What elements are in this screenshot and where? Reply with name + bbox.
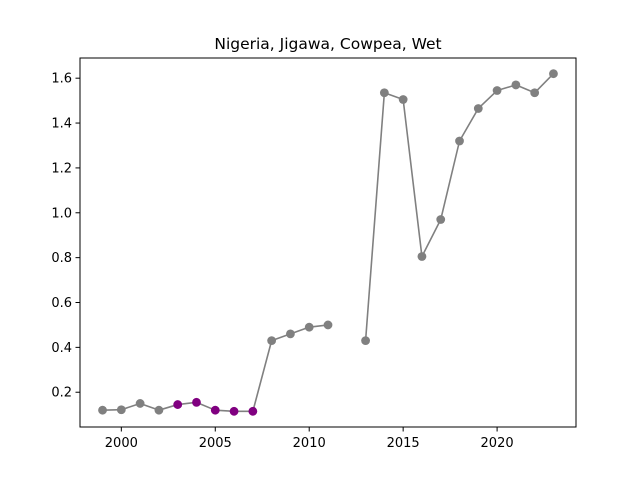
- data-point-2010: [304, 322, 314, 332]
- highlighted-data-point-2005: [210, 405, 220, 415]
- data-point-2015: [398, 95, 408, 104]
- data-point-2017: [436, 215, 446, 224]
- data-point-2023: [549, 69, 558, 79]
- data-point-2013: [361, 336, 370, 346]
- data-point-1999: [98, 405, 107, 415]
- highlighted-data-point-2004: [192, 397, 201, 407]
- highlighted-data-point-2006: [229, 406, 239, 416]
- y-tick-label: 0.6: [51, 296, 72, 311]
- y-tick-label: 1.4: [51, 117, 72, 132]
- x-tick-label: 2020: [481, 436, 514, 451]
- data-point-2021: [511, 80, 521, 90]
- series-lines: [102, 73, 555, 413]
- data-point-2022: [530, 88, 540, 98]
- highlighted-data-point-2007: [248, 406, 258, 416]
- y-tick-label: 1.6: [51, 72, 72, 87]
- data-point-2001: [135, 399, 145, 408]
- y-axis: 0.2 0.4 0.6 0.8 1.0 1.2 1.4 1.6: [51, 72, 80, 401]
- data-point-2014: [379, 88, 389, 98]
- x-tick-label: 2000: [105, 436, 138, 451]
- series-line-segment-2: [364, 73, 555, 341]
- series-line-segment-1: [102, 324, 329, 413]
- data-point-2000: [116, 405, 126, 415]
- x-axis: 2000 2005 2010 2015 2020: [105, 427, 514, 451]
- y-tick-label: 0.4: [51, 341, 72, 356]
- data-point-2002: [154, 405, 164, 415]
- series-points: [98, 69, 558, 416]
- data-point-2008: [267, 336, 277, 346]
- data-point-2020: [492, 86, 502, 95]
- data-point-2018: [455, 136, 464, 146]
- data-point-2011: [323, 320, 333, 330]
- data-point-2016: [417, 252, 427, 261]
- x-tick-label: 2005: [199, 436, 232, 451]
- chart-title: Nigeria, Jigawa, Cowpea, Wet: [214, 35, 441, 53]
- y-tick-label: 1.2: [51, 161, 72, 176]
- y-tick-label: 0.2: [51, 386, 72, 401]
- highlighted-data-point-2003: [173, 400, 183, 409]
- data-point-2019: [473, 104, 483, 113]
- x-tick-label: 2010: [293, 436, 326, 451]
- plot-frame: [79, 57, 577, 428]
- y-tick-label: 1.0: [51, 206, 72, 221]
- x-tick-label: 2015: [387, 436, 420, 451]
- y-tick-label: 0.8: [51, 251, 72, 266]
- data-point-2009: [286, 329, 295, 339]
